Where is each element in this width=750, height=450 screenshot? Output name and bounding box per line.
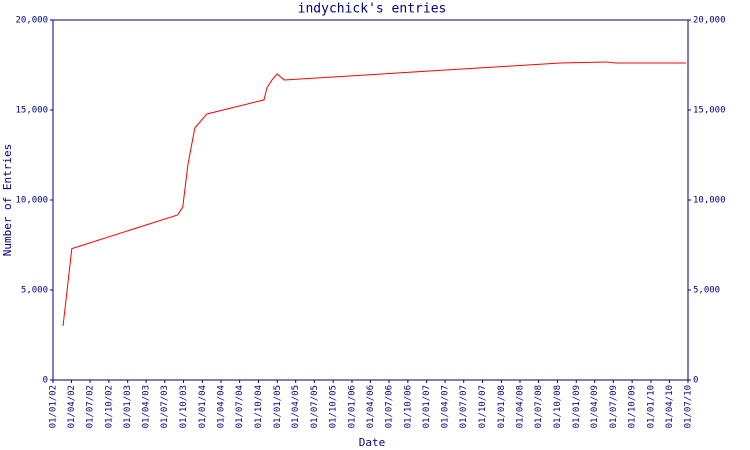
x-tick-label: 01/04/07 [441,385,451,428]
x-tick-label: 01/07/09 [609,385,619,428]
y2-tick-label: 10,000 [693,196,726,206]
x-tick-label: 01/07/10 [684,385,694,428]
x-tick-label: 01/10/07 [478,385,488,428]
x-tick-label: 01/01/07 [422,385,432,428]
x-tick-label: 01/04/03 [142,385,152,428]
x-tick-label: 01/01/05 [273,385,283,428]
x-tick-label: 01/07/07 [459,385,469,428]
x-tick-label: 01/04/04 [217,385,227,428]
x-tick-label: 01/04/02 [67,385,77,428]
x-tick-label: 01/10/02 [104,385,114,428]
x-tick-label: 01/10/05 [329,385,339,428]
y-tick-label: 5,000 [21,286,48,296]
y-tick-label: 15,000 [15,106,48,116]
y-axis-label: Number of Entries [1,144,14,257]
y-tick-label: 0 [43,376,48,386]
x-tick-label: 01/07/03 [160,385,170,428]
y-tick-label: 20,000 [15,16,48,26]
x-tick-label: 01/07/05 [310,385,320,428]
x-tick-label: 01/04/10 [665,385,675,428]
x-tick-label: 01/04/08 [515,385,525,428]
x-tick-label: 01/04/05 [291,385,301,428]
x-axis-label: Date [359,436,386,449]
y2-tick-label: 5,000 [693,286,720,296]
chart-title: indychick's entries [298,2,447,17]
x-tick-label: 01/01/08 [497,385,507,428]
x-tick-label: 01/07/06 [385,385,395,428]
data-line [62,61,687,327]
x-tick-label: 01/01/03 [123,385,133,428]
x-tick-label: 01/01/10 [646,385,656,428]
plot-frame [52,19,689,381]
y2-tick-label: 15,000 [693,106,726,116]
x-tick-label: 01/10/03 [179,385,189,428]
x-tick-label: 01/01/09 [572,385,582,428]
x-tick-label: 01/01/06 [347,385,357,428]
y-tick-label: 10,000 [15,196,48,206]
x-tick-label: 01/07/04 [235,385,245,428]
x-tick-label: 01/04/09 [590,385,600,428]
x-tick-label: 01/10/04 [254,385,264,428]
x-tick-label: 01/04/06 [366,385,376,428]
x-tick-label: 01/10/09 [628,385,638,428]
x-tick-label: 01/07/02 [86,385,96,428]
x-tick-label: 01/01/04 [198,385,208,428]
x-tick-label: 01/10/08 [553,385,563,428]
y2-tick-label: 0 [693,376,698,386]
x-tick-label: 01/01/02 [49,385,59,428]
x-tick-label: 01/10/06 [403,385,413,428]
x-tick-label: 01/07/08 [534,385,544,428]
y2-tick-label: 20,000 [693,16,726,26]
